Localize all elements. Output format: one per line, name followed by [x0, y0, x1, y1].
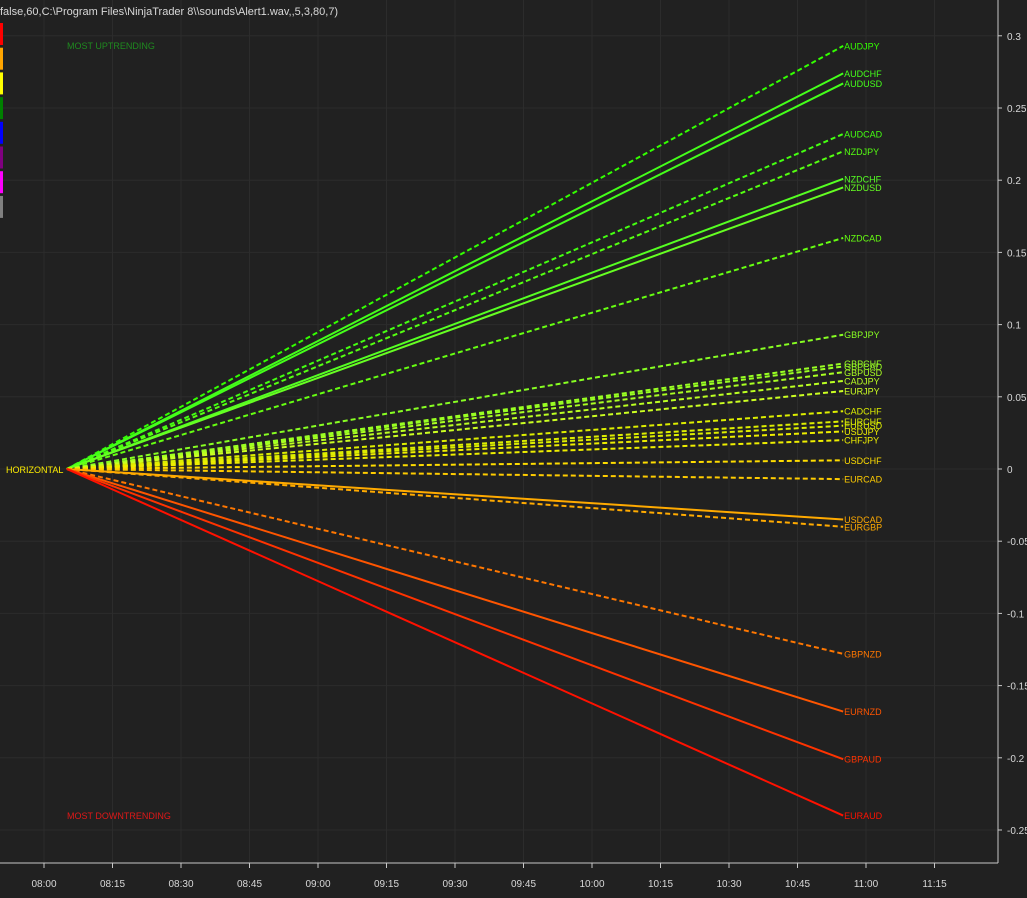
- legend-swatch: [0, 97, 3, 120]
- series-label-gbpusd: GBPUSD: [844, 368, 883, 378]
- series-line-audjpy: [66, 45, 844, 470]
- series-label-chfjpy: CHFJPY: [844, 436, 879, 446]
- series-label-nzdcad: NZDCAD: [844, 233, 882, 243]
- series-line-chfjpy: [66, 439, 844, 470]
- series-label-nzdjpy: NZDJPY: [844, 147, 879, 157]
- y-tick-label: 0.25: [1007, 104, 1027, 115]
- legend-swatch: [0, 171, 3, 194]
- series-line-gbpusd: [66, 371, 844, 470]
- y-tick-label: 0.1: [1007, 321, 1021, 332]
- x-tick-label: 09:15: [374, 879, 399, 890]
- series-label-eurjpy: EURJPY: [844, 387, 880, 397]
- series-line-eurjpy: [66, 390, 844, 470]
- x-tick-label: 10:00: [579, 879, 604, 890]
- x-tick-label: 08:45: [237, 879, 262, 890]
- y-tick-label: -0.1: [1007, 609, 1025, 620]
- series-label-eurcad: EURCAD: [844, 475, 883, 485]
- series-label-nzdchf: NZDCHF: [844, 174, 881, 184]
- series-line-nzdcad: [66, 237, 844, 470]
- series-label-cadjpy: CADJPY: [844, 376, 880, 386]
- y-tick-label: -0.25: [1007, 826, 1027, 837]
- series-line-usdchf: [66, 459, 844, 470]
- series-label-eurusd: EURUSD: [844, 421, 883, 431]
- series-line-audusd: [66, 82, 844, 470]
- series-label-gbpcad: GBPCAD: [844, 362, 883, 372]
- series-line-eurnzd: [66, 468, 844, 713]
- series-label-audusd: AUDUSD: [844, 79, 883, 89]
- header-params: false,60,C:\Program Files\NinjaTrader 8\…: [0, 6, 338, 18]
- x-tick-label: 08:00: [31, 879, 56, 890]
- series-label-usdjpy: USDJPY: [844, 427, 880, 437]
- legend-swatch: [0, 23, 3, 45]
- origin-label: HORIZONTAL: [6, 465, 63, 475]
- series-line-gbpjpy: [66, 333, 844, 470]
- series-label-gbpnzd: GBPNZD: [844, 649, 882, 659]
- series-label-gbpchf: GBPCHF: [844, 359, 882, 369]
- x-tick-label: 08:15: [100, 879, 125, 890]
- series-line-gbpnzd: [66, 468, 844, 655]
- series-label-usdchf: USDCHF: [844, 456, 882, 466]
- series-line-usdjpy: [66, 430, 844, 470]
- series-line-nzdusd: [66, 186, 844, 470]
- y-tick-label: 0.15: [1007, 248, 1027, 259]
- x-tick-label: 09:45: [511, 879, 536, 890]
- x-tick-label: 10:45: [785, 879, 810, 890]
- series-label-gbpaud: GBPAUD: [844, 755, 882, 765]
- y-tick-label: -0.15: [1007, 682, 1027, 693]
- grid: [0, 0, 998, 863]
- x-tick-label: 08:30: [168, 879, 193, 890]
- series-line-audchf: [66, 72, 844, 470]
- legend-swatch: [0, 195, 3, 218]
- series-label-cadchf: CADCHF: [844, 407, 882, 417]
- y-tick-label: -0.2: [1007, 754, 1025, 765]
- series-line-cadjpy: [66, 379, 844, 470]
- series-label-audchf: AUDCHF: [844, 69, 882, 79]
- series-label-euraud: EURAUD: [844, 811, 883, 821]
- legend-swatch: [0, 146, 3, 169]
- series-line-eurcad: [66, 468, 844, 481]
- y-tick-label: 0: [1007, 465, 1013, 476]
- series-line-cadchf: [66, 410, 844, 470]
- series-line-usdcad: [66, 468, 844, 521]
- legend-swatch: [0, 72, 3, 95]
- series-line-nzdjpy: [66, 150, 844, 470]
- y-tick-label: 0.3: [1007, 32, 1021, 43]
- series-label-eurgbp: EURGBP: [844, 522, 882, 532]
- y-tick-label: 0.05: [1007, 393, 1027, 404]
- y-tick-label: 0.2: [1007, 176, 1021, 187]
- series-label-eurnzd: EURNZD: [844, 707, 882, 717]
- series-label-audcad: AUDCAD: [844, 129, 883, 139]
- x-tick-label: 11:15: [922, 879, 947, 890]
- series-line-nzdchf: [66, 177, 844, 470]
- series-lines: [66, 45, 844, 817]
- x-tick-label: 10:15: [648, 879, 673, 890]
- series-label-gbpjpy: GBPJPY: [844, 330, 880, 340]
- series-line-euraud: [66, 468, 844, 817]
- most-downtrending-label: MOST DOWNTRENDING: [67, 811, 171, 821]
- most-uptrending-label: MOST UPTRENDING: [67, 41, 155, 51]
- series-line-audcad: [66, 133, 844, 470]
- x-tick-label: 10:30: [716, 879, 741, 890]
- series-label-eurchf: EURCHF: [844, 417, 882, 427]
- x-tick-label: 09:30: [442, 879, 467, 890]
- legend-swatch: [0, 47, 3, 70]
- series-line-gbpaud: [66, 468, 844, 761]
- y-tick-label: -0.05: [1007, 537, 1027, 548]
- x-tick-label: 09:00: [305, 879, 330, 890]
- series-line-eurgbp: [66, 468, 844, 528]
- series-label-nzdusd: NZDUSD: [844, 183, 882, 193]
- legend-swatch: [0, 121, 3, 144]
- color-legend: [0, 23, 3, 218]
- series-label-usdcad: USDCAD: [844, 515, 883, 525]
- series-label-audjpy: AUDJPY: [844, 41, 880, 51]
- x-tick-label: 11:00: [854, 879, 879, 890]
